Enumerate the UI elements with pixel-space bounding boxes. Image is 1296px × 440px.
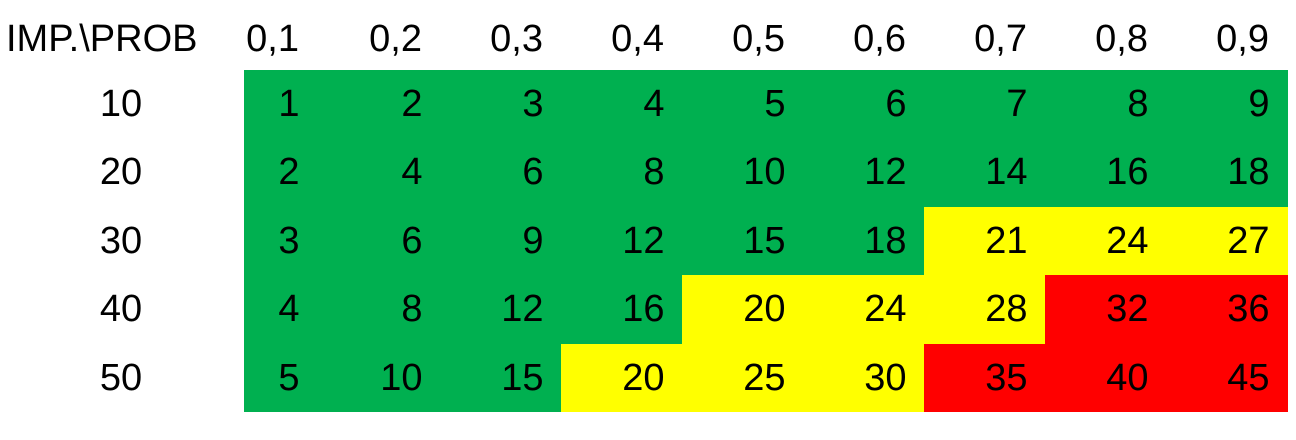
matrix-cell: 30 (803, 343, 925, 412)
matrix-cell: 12 (440, 275, 562, 344)
matrix-cell: 1 (244, 70, 318, 139)
matrix-cell: 6 (440, 138, 562, 207)
matrix-cell: 21 (924, 206, 1046, 276)
matrix-cell: 2 (244, 138, 318, 207)
matrix-cell: 9 (440, 206, 562, 276)
matrix-cell: 35 (924, 343, 1046, 412)
matrix-cell: 10 (682, 138, 804, 207)
matrix-cell: 4 (317, 138, 441, 207)
matrix-cell: 25 (682, 343, 804, 412)
matrix-cell: 14 (924, 138, 1046, 207)
corner-label: IMP.\PROB (6, 18, 198, 60)
matrix-cell: 16 (561, 275, 683, 344)
matrix-cell: 12 (803, 138, 925, 207)
matrix-cell: 27 (1166, 206, 1288, 276)
matrix-cell: 8 (561, 138, 683, 207)
impact-header: 50 (99, 356, 143, 399)
probability-header: 0,4 (611, 18, 664, 60)
matrix-cell: 36 (1166, 275, 1288, 344)
matrix-cell: 18 (803, 206, 925, 276)
matrix-cell: 8 (317, 275, 441, 344)
matrix-cell: 12 (561, 206, 683, 276)
matrix-cell: 5 (682, 70, 804, 139)
matrix-cell: 9 (1166, 70, 1288, 139)
matrix-cell: 5 (244, 343, 318, 412)
matrix-cell: 40 (1045, 343, 1167, 412)
matrix-cell: 3 (440, 70, 562, 139)
matrix-cell: 7 (924, 70, 1046, 139)
matrix-cell: 24 (1045, 206, 1167, 276)
matrix-cell: 45 (1166, 343, 1288, 412)
probability-header: 0,5 (732, 18, 785, 60)
matrix-cell: 20 (561, 343, 683, 412)
matrix-cell: 20 (682, 275, 804, 344)
matrix-cell: 24 (803, 275, 925, 344)
matrix-cell: 3 (244, 206, 318, 276)
matrix-cell: 6 (803, 70, 925, 139)
impact-header: 20 (99, 151, 143, 194)
probability-header: 0,2 (369, 18, 422, 60)
probability-header: 0,1 (246, 18, 299, 60)
matrix-cell: 4 (244, 275, 318, 344)
probability-header: 0,6 (853, 18, 906, 60)
matrix-cell: 2 (317, 70, 441, 139)
matrix-cell: 28 (924, 275, 1046, 344)
matrix-cell: 10 (317, 343, 441, 412)
matrix-cell: 15 (682, 206, 804, 276)
matrix-cell: 4 (561, 70, 683, 139)
matrix-cell: 16 (1045, 138, 1167, 207)
impact-header: 40 (99, 288, 143, 331)
probability-header: 0,7 (974, 18, 1027, 60)
impact-header: 10 (99, 83, 143, 125)
matrix-cell: 32 (1045, 275, 1167, 344)
matrix-cell: 18 (1166, 138, 1288, 207)
matrix-cell: 15 (440, 343, 562, 412)
probability-header: 0,9 (1216, 18, 1269, 60)
probability-header: 0,3 (490, 18, 543, 60)
matrix-cell: 6 (317, 206, 441, 276)
impact-header: 30 (99, 219, 143, 262)
probability-header: 0,8 (1095, 18, 1148, 60)
matrix-cell: 8 (1045, 70, 1167, 139)
